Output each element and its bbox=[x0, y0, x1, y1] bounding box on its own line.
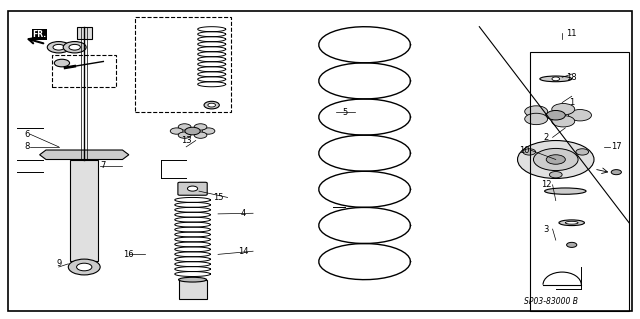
Circle shape bbox=[178, 124, 191, 130]
Ellipse shape bbox=[179, 277, 207, 282]
Circle shape bbox=[518, 141, 594, 178]
Text: 5: 5 bbox=[343, 108, 348, 116]
Circle shape bbox=[576, 149, 589, 155]
FancyBboxPatch shape bbox=[179, 280, 207, 299]
Polygon shape bbox=[40, 150, 129, 160]
Circle shape bbox=[53, 44, 65, 50]
Circle shape bbox=[188, 186, 198, 191]
Circle shape bbox=[523, 149, 536, 155]
Circle shape bbox=[549, 172, 562, 178]
Circle shape bbox=[69, 44, 81, 50]
FancyBboxPatch shape bbox=[70, 160, 99, 261]
Circle shape bbox=[68, 259, 100, 275]
Text: 8: 8 bbox=[24, 142, 29, 151]
Ellipse shape bbox=[540, 76, 572, 82]
Text: 17: 17 bbox=[611, 142, 621, 151]
Text: 11: 11 bbox=[566, 28, 577, 38]
Text: 18: 18 bbox=[566, 73, 577, 82]
Text: 4: 4 bbox=[241, 209, 246, 218]
Text: 3: 3 bbox=[543, 225, 549, 234]
Text: 9: 9 bbox=[56, 259, 61, 268]
Circle shape bbox=[208, 103, 216, 107]
Circle shape bbox=[525, 106, 548, 117]
Text: 16: 16 bbox=[124, 250, 134, 259]
Text: 15: 15 bbox=[212, 193, 223, 202]
Ellipse shape bbox=[559, 220, 584, 226]
Text: 13: 13 bbox=[181, 136, 191, 145]
Circle shape bbox=[568, 109, 591, 121]
Circle shape bbox=[525, 113, 548, 125]
Circle shape bbox=[194, 124, 207, 130]
Circle shape bbox=[178, 132, 191, 138]
Circle shape bbox=[611, 170, 621, 175]
Text: 7: 7 bbox=[100, 161, 106, 170]
Circle shape bbox=[546, 155, 565, 164]
Text: FR.: FR. bbox=[33, 30, 47, 39]
Text: 12: 12 bbox=[541, 180, 552, 189]
Text: 10: 10 bbox=[518, 145, 529, 154]
Text: 2: 2 bbox=[543, 133, 549, 142]
Text: 6: 6 bbox=[24, 130, 29, 139]
Circle shape bbox=[185, 127, 200, 135]
Circle shape bbox=[170, 128, 183, 134]
Text: SP03-83000 B: SP03-83000 B bbox=[524, 297, 578, 306]
Circle shape bbox=[77, 263, 92, 271]
Circle shape bbox=[552, 115, 575, 127]
Circle shape bbox=[194, 132, 207, 138]
Circle shape bbox=[47, 41, 70, 53]
Ellipse shape bbox=[565, 221, 578, 224]
Circle shape bbox=[54, 59, 70, 67]
Circle shape bbox=[534, 148, 578, 171]
Ellipse shape bbox=[545, 188, 586, 194]
Circle shape bbox=[202, 128, 215, 134]
FancyBboxPatch shape bbox=[77, 27, 92, 39]
Circle shape bbox=[63, 41, 86, 53]
Text: 1: 1 bbox=[569, 98, 574, 107]
Circle shape bbox=[552, 104, 575, 115]
FancyBboxPatch shape bbox=[178, 182, 207, 195]
Circle shape bbox=[566, 242, 577, 248]
Circle shape bbox=[546, 110, 565, 120]
Circle shape bbox=[552, 77, 559, 81]
Text: 14: 14 bbox=[238, 247, 249, 256]
Circle shape bbox=[204, 101, 220, 109]
